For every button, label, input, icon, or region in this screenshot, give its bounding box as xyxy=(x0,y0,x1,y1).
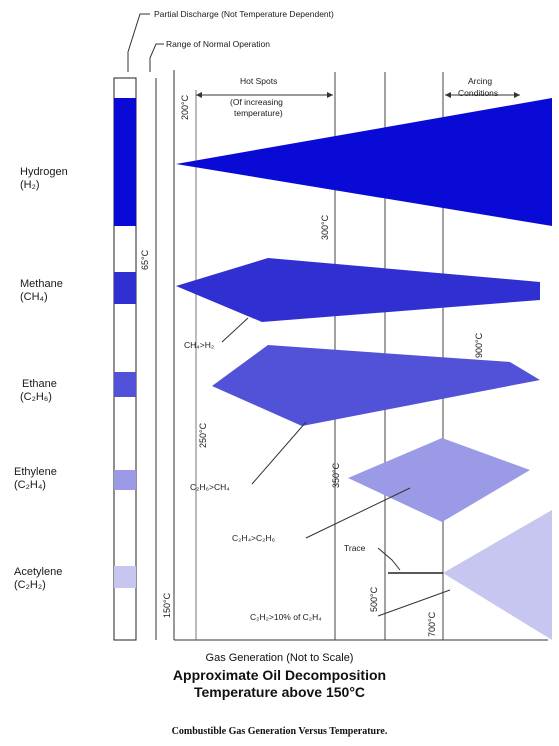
trace-label: Trace xyxy=(344,543,366,553)
acetylene-shape xyxy=(443,510,552,640)
temp-900c-label: 900°C xyxy=(474,332,484,358)
ethylene-shape xyxy=(348,438,530,522)
ethane-formula: (C₂H₆) xyxy=(20,391,52,403)
hydrogen-label: Hydrogen xyxy=(20,166,68,178)
ethylene-partial-discharge-fill xyxy=(114,470,136,490)
hot-spots-arrow-left xyxy=(196,92,202,98)
normal-operation-leader xyxy=(149,43,164,72)
partial-discharge-leader xyxy=(127,13,150,72)
temp-200c-label: 200°C xyxy=(180,94,190,120)
acetylene-partial-discharge-fill xyxy=(114,566,136,588)
temp-65c-label: 65°C xyxy=(140,249,150,270)
hot-spots-arrow-right xyxy=(327,92,333,98)
temp-150c-label: 150°C xyxy=(162,592,172,618)
x-axis-label: Gas Generation (Not to Scale) xyxy=(205,652,354,664)
ethane-partial-discharge-fill xyxy=(114,372,136,397)
hydrogen-shape xyxy=(176,98,552,226)
methane-partial-discharge-fill xyxy=(114,272,136,304)
temp-700c-label: 700°C xyxy=(427,611,437,637)
normal-operation-label: Range of Normal Operation xyxy=(166,39,270,49)
arcing-arrow-left xyxy=(445,92,451,98)
figure-caption: Combustible Gas Generation Versus Temper… xyxy=(171,726,388,737)
c2h2-c2h4-pointer xyxy=(377,589,451,617)
partial-discharge-label: Partial Discharge (Not Temperature Depen… xyxy=(154,9,334,19)
trace-pointer xyxy=(377,547,401,571)
c2h6-ch4-label: C₂H₆>CH₄ xyxy=(190,482,230,492)
ch4-h2-pointer xyxy=(221,317,249,343)
temp-350c-label: 350°C xyxy=(331,462,341,488)
hydrogen-formula: (H₂) xyxy=(20,179,40,191)
main-title-line-1: Approximate Oil Decomposition xyxy=(172,667,387,683)
arcing-arrow-right xyxy=(514,92,520,98)
hot-spots-subtitle-1: (Of increasing xyxy=(230,97,283,107)
methane-shape xyxy=(176,258,540,322)
ethylene-label: Ethylene xyxy=(14,466,57,478)
methane-label: Methane xyxy=(20,278,63,290)
temp-500c-label: 500°C xyxy=(369,586,379,612)
main-title-line-2: Temperature above 150°C xyxy=(193,684,366,700)
ethane-shape xyxy=(212,345,540,426)
arcing-title: Arcing xyxy=(468,76,493,86)
temp-250c-label: 250°C xyxy=(198,422,208,448)
c2h2-c2h4-label: C₂H₂>10% of C₂H₄ xyxy=(250,612,322,622)
c2h4-c2h6-pointer xyxy=(305,487,411,539)
ethylene-formula: (C₂H₄) xyxy=(14,479,46,491)
hot-spots-subtitle-2: temperature) xyxy=(234,108,283,118)
hydrogen-partial-discharge-fill xyxy=(114,98,136,226)
c2h4-c2h6-label: C₂H₄>C₂H₆ xyxy=(232,533,276,543)
arcing-subtitle: Conditions xyxy=(458,88,499,98)
c2h6-ch4-pointer xyxy=(251,421,307,485)
ethane-label: Ethane xyxy=(22,378,57,390)
hot-spots-title: Hot Spots xyxy=(240,76,278,86)
acetylene-formula: (C₂H₂) xyxy=(14,579,46,591)
methane-formula: (CH₄) xyxy=(20,291,48,303)
acetylene-label: Acetylene xyxy=(14,566,63,578)
temp-300c-label: 300°C xyxy=(320,214,330,240)
ch4-h2-label: CH₄>H₂ xyxy=(184,340,215,350)
